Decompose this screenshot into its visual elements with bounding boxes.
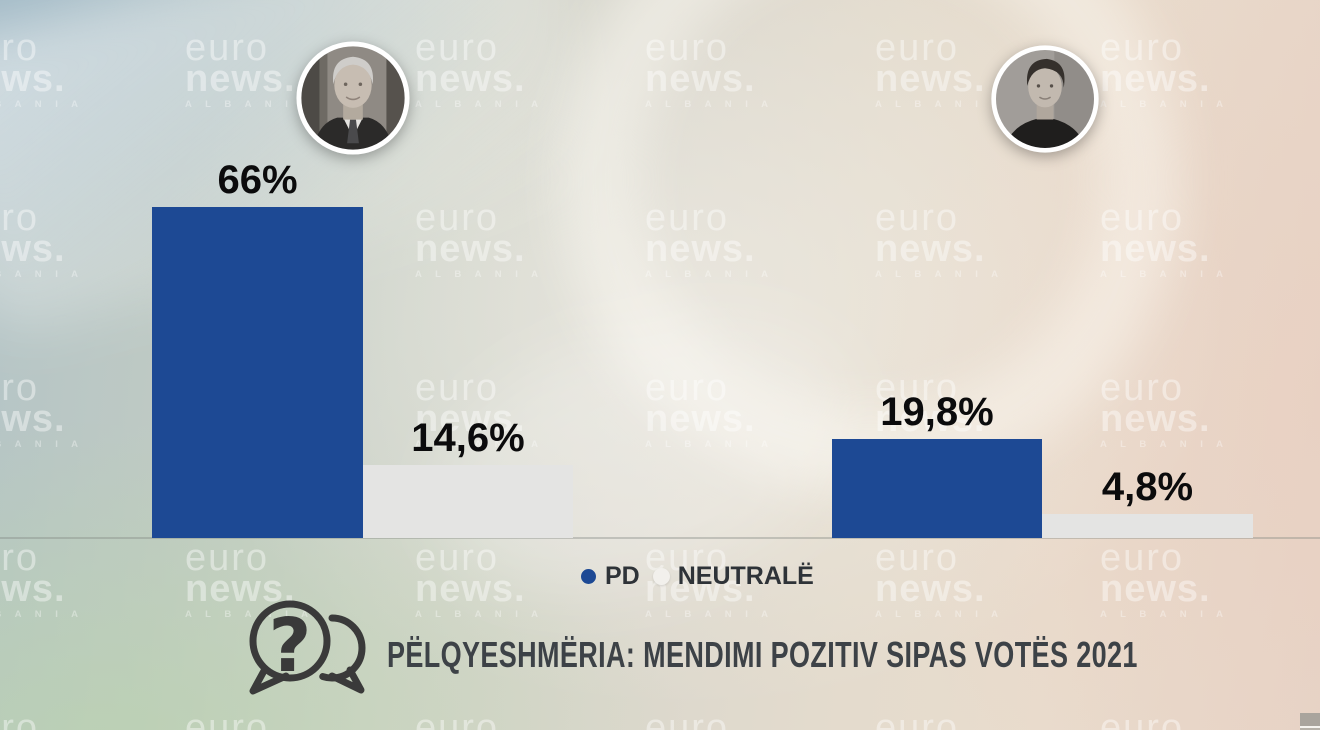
scrollbar-divider (1300, 726, 1320, 728)
question-speech-bubbles-icon: ? (249, 600, 366, 695)
bar-group-left-pd: 66% (152, 160, 363, 538)
legend-dot-neutrale (652, 567, 670, 585)
scrollbar-thumb[interactable] (1300, 713, 1320, 726)
chart-title: PËLQYESHMËRIA: MENDIMI POZITIV SIPAS VOT… (387, 634, 1138, 675)
chart-baseline (0, 537, 1320, 539)
question-mark: ? (269, 603, 312, 689)
candidate-photo-left (294, 39, 412, 162)
bar-right-pd (832, 438, 1042, 538)
bar-left-pd (152, 207, 363, 538)
legend-label-neutrale: NEUTRALË (677, 561, 814, 590)
bar-group-right-pd: 19,8% (832, 392, 1042, 538)
legend-label-pd: PD (605, 561, 640, 590)
bar-value-label: 66% (217, 158, 298, 203)
bar-left-neutral (363, 464, 573, 538)
legend-dot-pd (581, 568, 596, 584)
bar-value-label: 4,8% (1101, 465, 1194, 509)
scrollbar-corner (1300, 713, 1320, 730)
bar-right-neutral (1042, 514, 1253, 538)
bar-group-right-neutral: 4,8% (1042, 467, 1253, 538)
candidate-photo-right (989, 43, 1101, 160)
bar-group-left-neutral: 14,6% (363, 418, 573, 538)
bar-value-label: 14,6% (411, 415, 525, 460)
scrollbar-track[interactable] (1300, 727, 1320, 730)
bar-value-label: 19,8% (880, 389, 994, 434)
chart-legend: PD NEUTRALË (581, 560, 814, 592)
